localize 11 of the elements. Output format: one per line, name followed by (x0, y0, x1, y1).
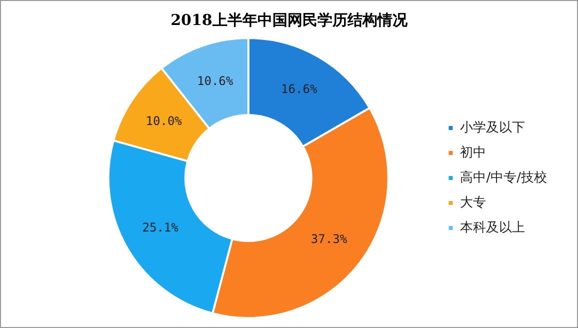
legend-label: 本科及以上 (460, 220, 526, 236)
data-label: 16.6% (281, 82, 318, 96)
data-label: 10.0% (146, 114, 183, 128)
data-label: 25.1% (142, 220, 180, 235)
data-label: 10.6% (197, 74, 234, 88)
data-label: 37.3% (310, 232, 348, 246)
legend-label: 初中 (460, 145, 486, 160)
chart-title: 2018上半年中国网民学历结构情况 (170, 11, 408, 30)
legend-label: 小学及以下 (460, 120, 526, 136)
legend-label: 高中/中专/技校 (460, 169, 548, 186)
legend-label: 大专 (460, 195, 486, 210)
